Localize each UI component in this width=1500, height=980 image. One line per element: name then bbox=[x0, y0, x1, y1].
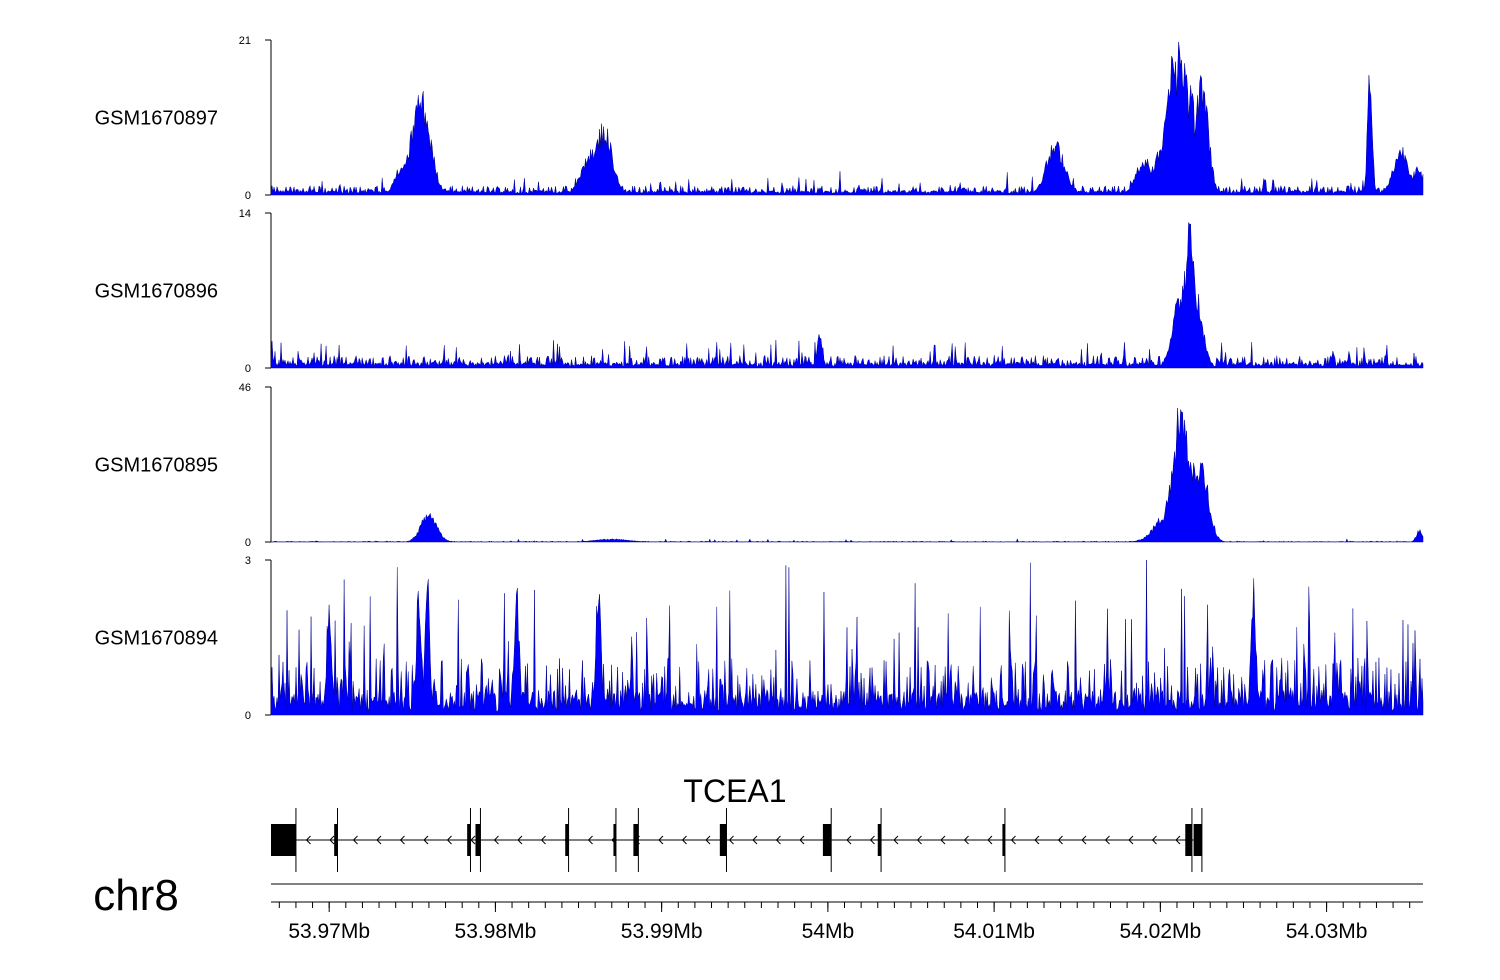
y-axis-label-zero: 0 bbox=[245, 710, 251, 722]
strand-arrow bbox=[399, 835, 405, 845]
y-axis-label-max: 3 bbox=[245, 555, 251, 567]
strand-arrow bbox=[1081, 835, 1087, 845]
signal-area bbox=[270, 407, 1424, 543]
strand-arrow bbox=[423, 835, 429, 845]
exon bbox=[271, 824, 296, 856]
exon bbox=[467, 824, 471, 856]
y-axis-label-zero: 0 bbox=[245, 363, 251, 375]
strand-arrow bbox=[893, 835, 899, 845]
strand-arrow bbox=[1034, 835, 1040, 845]
strand-arrow bbox=[587, 835, 593, 845]
strand-arrow bbox=[987, 835, 993, 845]
exon bbox=[719, 824, 727, 856]
x-axis-tick-label: 53.97Mb bbox=[288, 920, 370, 943]
strand-arrow bbox=[775, 835, 781, 845]
strand-arrow bbox=[916, 835, 922, 845]
strand-arrow bbox=[493, 835, 499, 845]
strand-arrow bbox=[1010, 835, 1016, 845]
signal-tracks: GSM1670897210GSM1670896140GSM1670895460G… bbox=[95, 35, 1424, 722]
y-axis-label-max: 14 bbox=[239, 208, 251, 220]
strand-arrow bbox=[470, 835, 476, 845]
strand-arrow bbox=[329, 835, 335, 845]
strand-arrow bbox=[446, 835, 452, 845]
strand-arrow bbox=[846, 835, 852, 845]
exon bbox=[1185, 824, 1192, 856]
y-axis-label-zero: 0 bbox=[245, 537, 251, 549]
genome-axis: chr8 53.97Mb 53.98Mb 53.99Mb 54Mb 54.01Mb 54.… bbox=[93, 871, 1423, 943]
gene-annotation-track: TCEA1 bbox=[271, 773, 1203, 872]
track-label: GSM1670894 bbox=[95, 628, 218, 650]
signal-area bbox=[270, 221, 1424, 369]
strand-arrow bbox=[705, 835, 711, 845]
track-label: GSM1670895 bbox=[95, 455, 218, 477]
strand-arrow bbox=[376, 835, 382, 845]
signal-area bbox=[270, 41, 1424, 196]
strand-arrow bbox=[1175, 835, 1181, 845]
exon bbox=[613, 824, 616, 856]
strand-arrow bbox=[869, 835, 875, 845]
track-label: GSM1670897 bbox=[95, 108, 218, 130]
strand-arrow bbox=[728, 835, 734, 845]
x-axis-tick-label: 54.03Mb bbox=[1286, 920, 1368, 943]
exon bbox=[565, 824, 569, 856]
track-GSM1670897: GSM1670897 21 0 bbox=[95, 35, 1424, 202]
exon bbox=[877, 824, 882, 856]
strand-arrow bbox=[1128, 835, 1134, 845]
gene-name-label: TCEA1 bbox=[683, 773, 786, 809]
strand-arrow bbox=[799, 835, 805, 845]
y-axis-label-max: 46 bbox=[239, 382, 251, 394]
x-axis-tick-label: 53.99Mb bbox=[621, 920, 703, 943]
track-GSM1670895: GSM1670895 46 0 bbox=[95, 382, 1424, 549]
strand-arrow bbox=[681, 835, 687, 845]
signal-area bbox=[270, 559, 1424, 716]
exon bbox=[334, 824, 338, 856]
strand-arrow bbox=[940, 835, 946, 845]
x-axis-tick-label: 54.02Mb bbox=[1119, 920, 1201, 943]
track-GSM1670896: GSM1670896 14 0 bbox=[95, 208, 1424, 375]
strand-arrow bbox=[752, 835, 758, 845]
exon bbox=[1002, 824, 1005, 856]
strand-arrow bbox=[1151, 835, 1157, 845]
exon bbox=[822, 824, 832, 856]
strand-arrow bbox=[540, 835, 546, 845]
strand-arrow bbox=[658, 835, 664, 845]
exon bbox=[633, 824, 639, 856]
strand-arrow bbox=[517, 835, 523, 845]
strand-arrow bbox=[1104, 835, 1110, 845]
strand-arrow bbox=[305, 835, 311, 845]
chromosome-label: chr8 bbox=[93, 871, 179, 920]
y-axis-label-max: 21 bbox=[239, 35, 251, 47]
track-GSM1670894: GSM1670894 3 0 bbox=[95, 555, 1424, 722]
x-axis-tick-label: 54Mb bbox=[802, 920, 855, 943]
strand-arrow bbox=[1057, 835, 1063, 845]
x-axis-tick-label: 54.01Mb bbox=[953, 920, 1035, 943]
strand-arrow bbox=[963, 835, 969, 845]
track-label: GSM1670896 bbox=[95, 281, 218, 303]
exon bbox=[1193, 824, 1202, 856]
x-axis-tick-label: 53.98Mb bbox=[455, 920, 537, 943]
exon bbox=[475, 824, 481, 856]
strand-arrow bbox=[352, 835, 358, 845]
y-axis-label-zero: 0 bbox=[245, 190, 251, 202]
